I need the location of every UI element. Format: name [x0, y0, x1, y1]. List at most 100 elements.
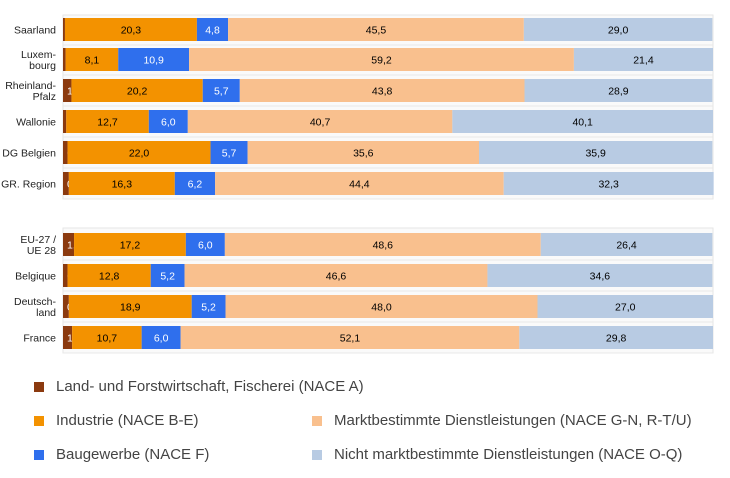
data-label: 5,2: [160, 271, 175, 283]
bar-segment: [63, 110, 67, 133]
data-label: 12,8: [99, 271, 120, 283]
data-label: 29,0: [608, 25, 629, 37]
data-label: 6,0: [198, 240, 213, 252]
bar-segment: [180, 326, 520, 349]
category-label: Rheinland-Pfalz: [5, 80, 56, 103]
data-label: 6,0: [161, 117, 176, 129]
category-label: GR. Region: [1, 179, 56, 191]
bar-segment: [66, 110, 149, 133]
bar-segment: [63, 264, 68, 287]
legend-swatch: [34, 449, 44, 460]
data-label: 29,8: [606, 333, 627, 345]
bar-segment: [141, 326, 181, 349]
bar-segment: [224, 233, 541, 256]
legend-item: Nicht marktbestimmte Dienstleistungen (N…: [312, 446, 682, 463]
bar-segment: [63, 48, 66, 71]
category-label: EU-27 /UE 28: [20, 234, 56, 257]
bar-segment: [64, 18, 197, 41]
data-label: 17,2: [120, 240, 141, 252]
bar-segment: [215, 172, 504, 195]
bar-segment: [479, 141, 713, 164]
bar-segment: [68, 172, 175, 195]
bar-segment: [225, 295, 538, 318]
legend-item: Industrie (NACE B-E): [34, 412, 199, 429]
category-label: Saarland: [14, 25, 56, 37]
legend-label: Baugewerbe (NACE F): [56, 446, 210, 463]
category-label: Wallonie: [16, 117, 56, 129]
data-label: 34,6: [590, 271, 611, 283]
data-label: 6,0: [154, 333, 169, 345]
bar-segment: [63, 295, 69, 318]
bar-segment: [191, 295, 226, 318]
group-frame-regions: [62, 14, 714, 200]
legend-item: Baugewerbe (NACE F): [34, 446, 209, 463]
bar-segment: [65, 48, 119, 71]
bar-segment: [63, 326, 73, 349]
legend-item: Marktbestimmte Dienstleistungen (NACE G-…: [312, 412, 692, 429]
bar-segment: [63, 172, 69, 195]
legend-swatch: [312, 449, 322, 460]
category-label: France: [23, 333, 56, 345]
bar-segment: [74, 233, 186, 256]
legend-swatch: [34, 381, 44, 392]
data-label: 35,6: [353, 148, 374, 160]
bar-segment: [67, 141, 211, 164]
data-label: 5,7: [222, 148, 237, 160]
data-label: 48,0: [371, 302, 392, 314]
bar-segment: [184, 264, 488, 287]
data-label: 27,0: [615, 302, 636, 314]
bar-segment: [63, 141, 68, 164]
bar-segment: [228, 18, 524, 41]
data-label: 20,2: [127, 86, 148, 98]
data-label: 40,7: [310, 117, 331, 129]
bar-segment: [210, 141, 248, 164]
bar-segment: [174, 172, 216, 195]
bar-segment: [63, 233, 75, 256]
bar-segment: [573, 48, 713, 71]
legend-swatch: [312, 415, 322, 426]
data-label: 22,0: [129, 148, 150, 160]
stacked-bar-chart: Saarland0,320,34,845,529,0Luxem-bourg0,4…: [1, 14, 714, 354]
bar-segment: [196, 18, 229, 41]
bar-segment: [189, 48, 574, 71]
bar-segment: [68, 295, 192, 318]
category-label: Deutsch-land: [14, 296, 57, 319]
bar-segment: [63, 79, 72, 102]
bar-segment: [202, 79, 240, 102]
data-label: 20,3: [121, 25, 142, 37]
data-label: 10,9: [143, 55, 164, 67]
data-label: 6,2: [188, 179, 203, 191]
bar-segment: [239, 79, 525, 102]
bar-segment: [118, 48, 190, 71]
data-label: 40,1: [572, 117, 593, 129]
data-label: 26,4: [616, 240, 637, 252]
legend-label: Industrie (NACE B-E): [56, 412, 199, 429]
data-label: 4,8: [205, 25, 220, 37]
bar-segment: [185, 233, 225, 256]
legend-swatch: [34, 415, 44, 426]
category-label: Belgique: [15, 271, 56, 283]
legend: Land- und Forstwirtschaft, Fischerei (NA…: [0, 370, 730, 478]
legend-item: Land- und Forstwirtschaft, Fischerei (NA…: [34, 378, 364, 395]
data-label: 8,1: [85, 55, 100, 67]
data-label: 46,6: [326, 271, 347, 283]
data-label: 21,4: [633, 55, 654, 67]
category-label: Luxem-bourg: [21, 49, 57, 72]
data-label: 52,1: [340, 333, 361, 345]
data-label: 48,6: [373, 240, 394, 252]
data-label: 18,9: [120, 302, 141, 314]
bar-segment: [523, 18, 713, 41]
legend-label: Land- und Forstwirtschaft, Fischerei (NA…: [56, 378, 364, 395]
data-label: 10,7: [97, 333, 118, 345]
data-label: 59,2: [371, 55, 392, 67]
bar-segment: [247, 141, 479, 164]
bar-segment: [72, 326, 142, 349]
bar-segment: [63, 18, 65, 41]
bar-segment: [524, 79, 713, 102]
bar-segment: [187, 110, 453, 133]
bar-segment: [452, 110, 713, 133]
data-label: 16,3: [112, 179, 133, 191]
data-label: 5,2: [201, 302, 216, 314]
bar-segment: [487, 264, 713, 287]
data-label: 12,7: [97, 117, 118, 129]
